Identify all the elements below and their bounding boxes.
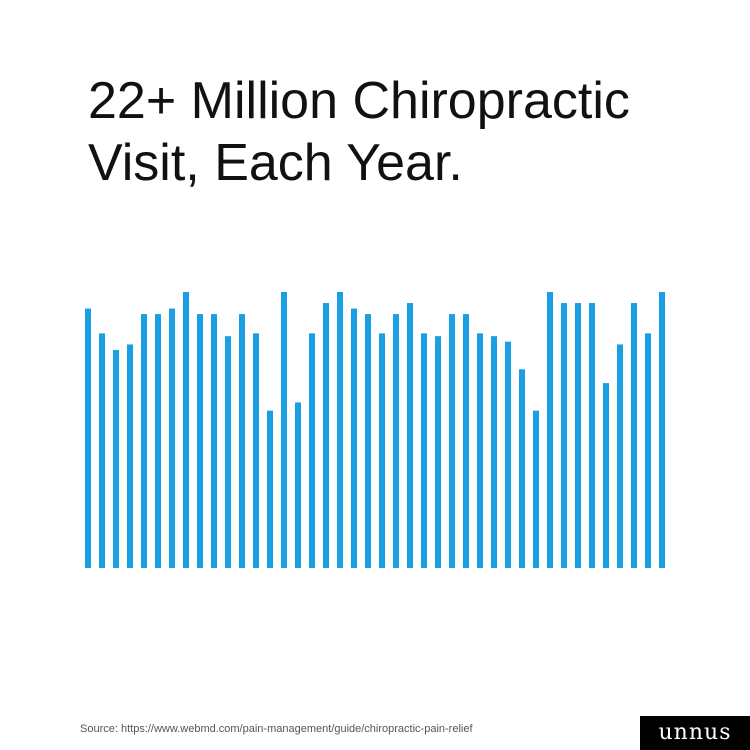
bar-12: [239, 314, 245, 568]
bar-34: [547, 292, 553, 568]
bar-37: [589, 303, 595, 568]
bar-25: [421, 333, 427, 568]
bar-28: [463, 314, 469, 568]
bar-40: [631, 303, 637, 568]
bar-16: [295, 402, 301, 568]
bar-30: [491, 336, 497, 568]
bar-1: [85, 308, 91, 568]
bar-26: [435, 336, 441, 568]
brand-logo: unnus: [640, 716, 750, 750]
bar-20: [351, 308, 357, 568]
bar-41: [645, 333, 651, 568]
headline-line-2: Visit, Each Year.: [88, 134, 463, 192]
bar-36: [575, 303, 581, 568]
bar-27: [449, 314, 455, 568]
bar-7: [169, 308, 175, 568]
bar-42: [659, 292, 665, 568]
bar-39: [617, 344, 623, 568]
bar-22: [379, 333, 385, 568]
bar-21: [365, 314, 371, 568]
bar-38: [603, 383, 609, 568]
bar-23: [393, 314, 399, 568]
bar-11: [225, 336, 231, 568]
bar-24: [407, 303, 413, 568]
bar-31: [505, 341, 511, 568]
bar-2: [99, 333, 105, 568]
headline: 22+ Million Chiropractic Visit, Each Yea…: [88, 70, 630, 194]
headline-line-1: 22+ Million Chiropractic: [88, 72, 630, 130]
bar-4: [127, 344, 133, 568]
bar-33: [533, 410, 539, 568]
bar-3: [113, 349, 119, 568]
bar-19: [337, 292, 343, 568]
bar-29: [477, 333, 483, 568]
bar-32: [519, 369, 525, 568]
bar-18: [323, 303, 329, 568]
bar-5: [141, 314, 147, 568]
bar-9: [197, 314, 203, 568]
bar-6: [155, 314, 161, 568]
bar-35: [561, 303, 567, 568]
bar-17: [309, 333, 315, 568]
bar-13: [253, 333, 259, 568]
source-citation: Source: https://www.webmd.com/pain-manag…: [80, 723, 473, 735]
bar-10: [211, 314, 217, 568]
bar-8: [183, 292, 189, 568]
bar-14: [267, 410, 273, 568]
bar-15: [281, 292, 287, 568]
